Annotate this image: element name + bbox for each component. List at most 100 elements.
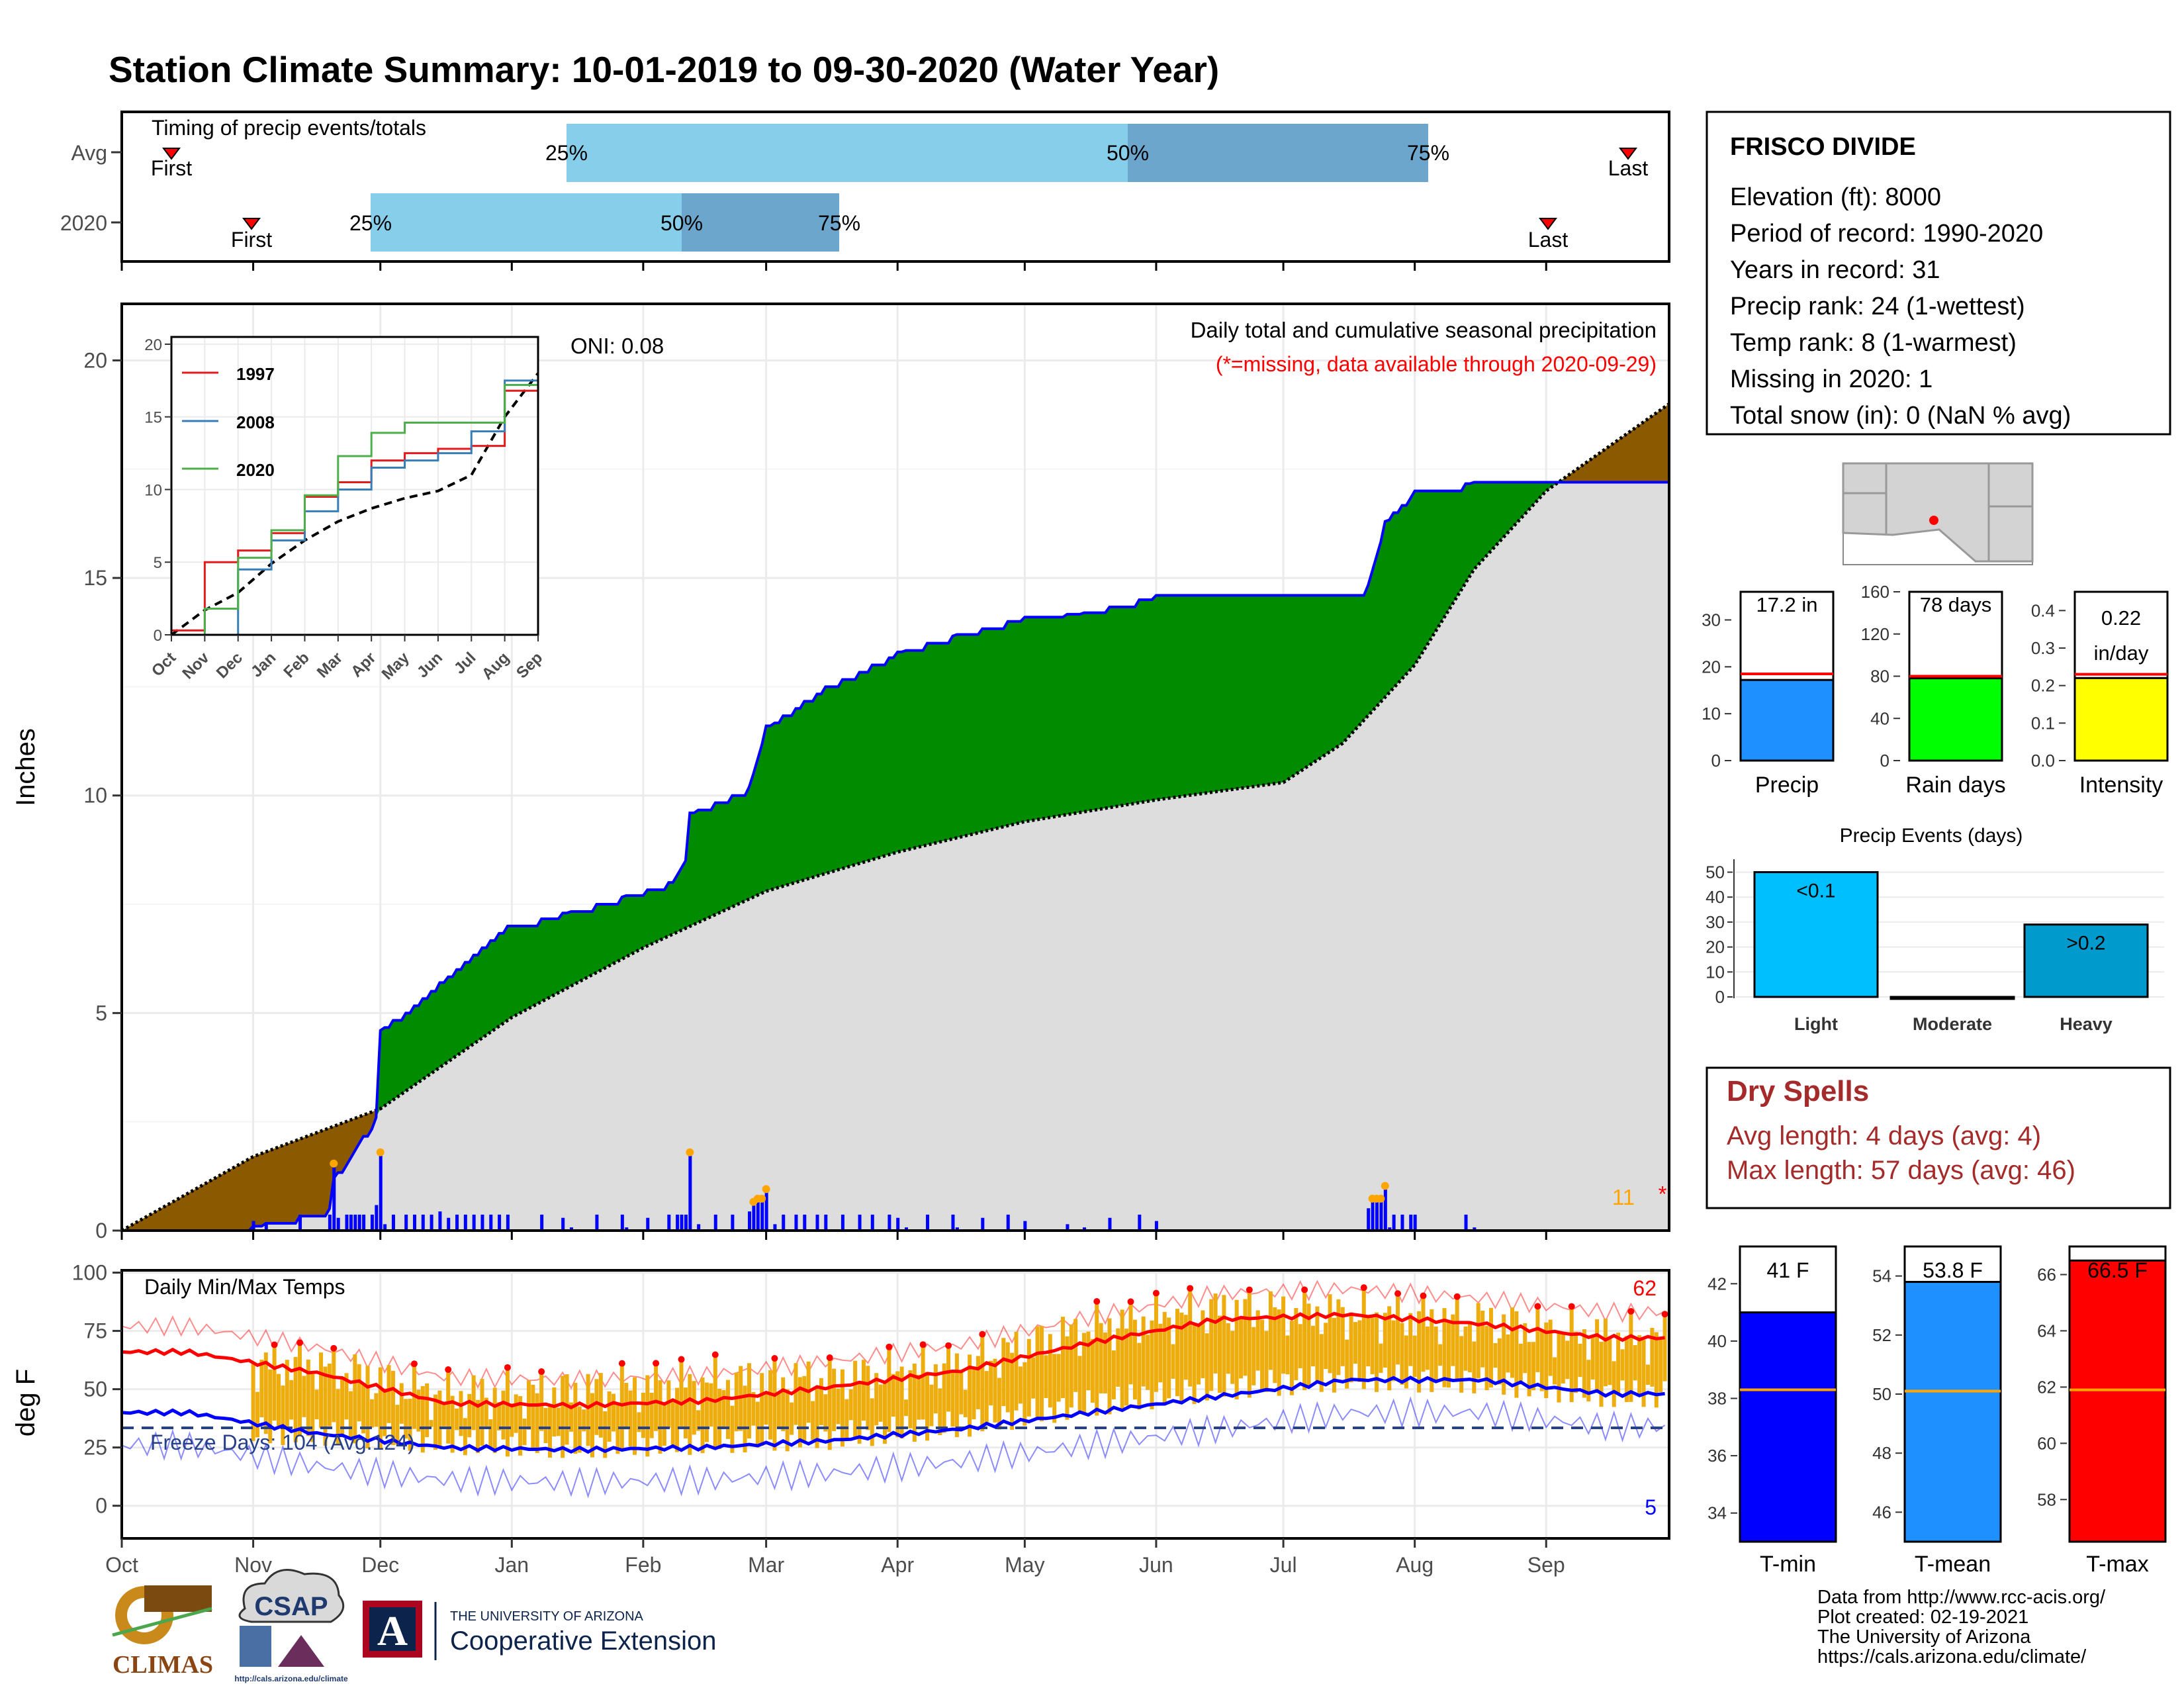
daily-precip-bar <box>1464 1214 1468 1231</box>
daily-temp-bar <box>365 1366 370 1449</box>
daily-temp-bar <box>573 1382 578 1454</box>
daily-temp-bar <box>717 1389 722 1449</box>
avg-50-75-bar <box>1128 124 1428 182</box>
daily-temp-bar <box>1629 1311 1633 1402</box>
daily-temp-bar <box>1273 1307 1277 1383</box>
record-high-marker <box>445 1366 452 1374</box>
daily-temp-bar <box>395 1405 400 1445</box>
temp-bar-ytick-label: 64 <box>2037 1321 2056 1340</box>
precip-ytick-label: 5 <box>95 1001 107 1025</box>
daily-temp-bar <box>1612 1361 1616 1407</box>
small-bar-chart-2: 0.0 0.1 0.2 0.3 0.4 0.22 in/day Intensity <box>2031 590 2169 798</box>
daily-precip-bar <box>870 1214 874 1231</box>
daily-temp-bar <box>734 1372 739 1432</box>
events-bar-label: >0.2 <box>2066 933 2105 955</box>
daily-temp-bar <box>921 1344 925 1420</box>
daily-precip-bar <box>595 1214 599 1231</box>
daily-precip-bar <box>667 1214 671 1231</box>
daily-precip-bar <box>430 1214 433 1231</box>
daily-temp-bar <box>1582 1329 1586 1398</box>
daily-temp-bar <box>1162 1311 1167 1405</box>
small-bar-ytick-label: 10 <box>1702 704 1721 724</box>
daily-temp-bar <box>1387 1306 1392 1391</box>
daily-temp-bar <box>989 1360 993 1406</box>
temp-bar-ytick-label: 52 <box>1872 1325 1891 1345</box>
year-cumulative-line <box>122 481 1669 1232</box>
heavy-day-marker <box>686 1148 694 1156</box>
avg-cumulative-line <box>120 402 1670 1233</box>
temp-bar-ytick-label: 34 <box>1707 1503 1727 1523</box>
events-title: Precip Events (days) <box>1840 825 2023 847</box>
events-ytick-label: 30 <box>1706 912 1725 932</box>
daily-precip-bar <box>620 1214 624 1231</box>
daily-precip-bar <box>357 1214 361 1231</box>
daily-temp-bar <box>704 1382 709 1442</box>
month-label: Jan <box>495 1553 529 1577</box>
daily-temp-bar <box>1383 1313 1387 1368</box>
daily-temp-bar <box>666 1380 671 1428</box>
above-avg-area <box>122 404 1669 1231</box>
avg-p50-label: 50% <box>1107 141 1149 165</box>
inset-legend-2020: 2020 <box>236 460 275 480</box>
small-bar-chart-1: 0 40 80 120 160 78 days Rain days <box>1861 582 2006 798</box>
daily-precip-bar <box>506 1214 510 1231</box>
temp-bar-ytick-label: 40 <box>1707 1331 1727 1351</box>
dry-spells-box: Dry Spells Avg length: 4 days (avg: 4) M… <box>1706 1066 2171 1209</box>
daily-temp-bar <box>480 1379 484 1446</box>
daily-precip-bar <box>760 1198 764 1231</box>
daily-temp-bar <box>1226 1323 1230 1374</box>
small-bar-ytick-label: 120 <box>1861 624 1889 644</box>
daily-temp-bar <box>251 1363 255 1441</box>
daily-precip-bar <box>264 1224 268 1231</box>
daily-temp-bar <box>1243 1299 1248 1376</box>
daily-precip-bar <box>540 1214 544 1231</box>
daily-temp-bar <box>378 1367 383 1449</box>
record-high-marker <box>1187 1285 1194 1292</box>
daily-temp-bar <box>853 1360 858 1440</box>
daily-temp-bar <box>488 1419 493 1448</box>
precip-ytick-label: 0 <box>95 1219 107 1243</box>
daily-temp-bar <box>455 1408 459 1430</box>
daily-temp-bar <box>323 1366 328 1446</box>
daily-temp-bar <box>1535 1306 1540 1372</box>
daily-temp-bar <box>1472 1341 1477 1393</box>
daily-temp-bar <box>1510 1307 1514 1378</box>
daily-temp-bar <box>980 1334 985 1432</box>
station-info-line: Elevation (ft): 8000 <box>1730 183 1941 211</box>
yr-50-75-bar <box>682 193 839 252</box>
yr-p50-label: 50% <box>660 211 703 235</box>
events-ytick-label: 20 <box>1706 937 1725 957</box>
daily-precip-bar <box>955 1227 959 1231</box>
daily-temp-bar <box>950 1372 955 1427</box>
daily-temp-bar <box>1332 1317 1336 1393</box>
station-location-marker <box>1929 516 1938 525</box>
ua-line-2: Cooperative Extension <box>450 1626 716 1656</box>
record-high-marker <box>711 1351 719 1358</box>
daily-precip-bar <box>1379 1198 1383 1231</box>
daily-temp-bar <box>866 1366 870 1430</box>
daily-temp-bar <box>1586 1360 1591 1402</box>
daily-temp-bar <box>353 1354 357 1444</box>
daily-temp-bar <box>582 1409 586 1432</box>
ua-logo: A THE UNIVERSITY OF ARIZONA Cooperative … <box>363 1601 716 1660</box>
daily-temp-bar <box>1069 1324 1073 1408</box>
daily-temp-bar <box>1005 1342 1010 1413</box>
daily-temp-bar <box>946 1345 951 1412</box>
events-ytick-label: 40 <box>1706 887 1725 907</box>
record-high-marker <box>410 1360 418 1368</box>
daily-precip-bar <box>773 1224 777 1231</box>
temp-ytick-label: 0 <box>95 1494 107 1518</box>
daily-temp-bar <box>925 1372 930 1441</box>
daily-temp-bar <box>1277 1309 1281 1396</box>
daily-temp-bar <box>1065 1336 1069 1420</box>
daily-temp-bar <box>933 1364 938 1414</box>
record-high-marker <box>1453 1293 1461 1300</box>
daily-temp-bar <box>1459 1336 1464 1393</box>
station-info-box: FRISCO DIVIDE Elevation (ft): 8000 Period… <box>1706 111 2171 436</box>
daily-temp-bar <box>670 1401 675 1447</box>
daily-temp-bar <box>1213 1293 1218 1374</box>
daily-precip-bar <box>1409 1214 1413 1231</box>
daily-temp-bar <box>840 1369 844 1447</box>
daily-precip-bar <box>561 1217 565 1231</box>
